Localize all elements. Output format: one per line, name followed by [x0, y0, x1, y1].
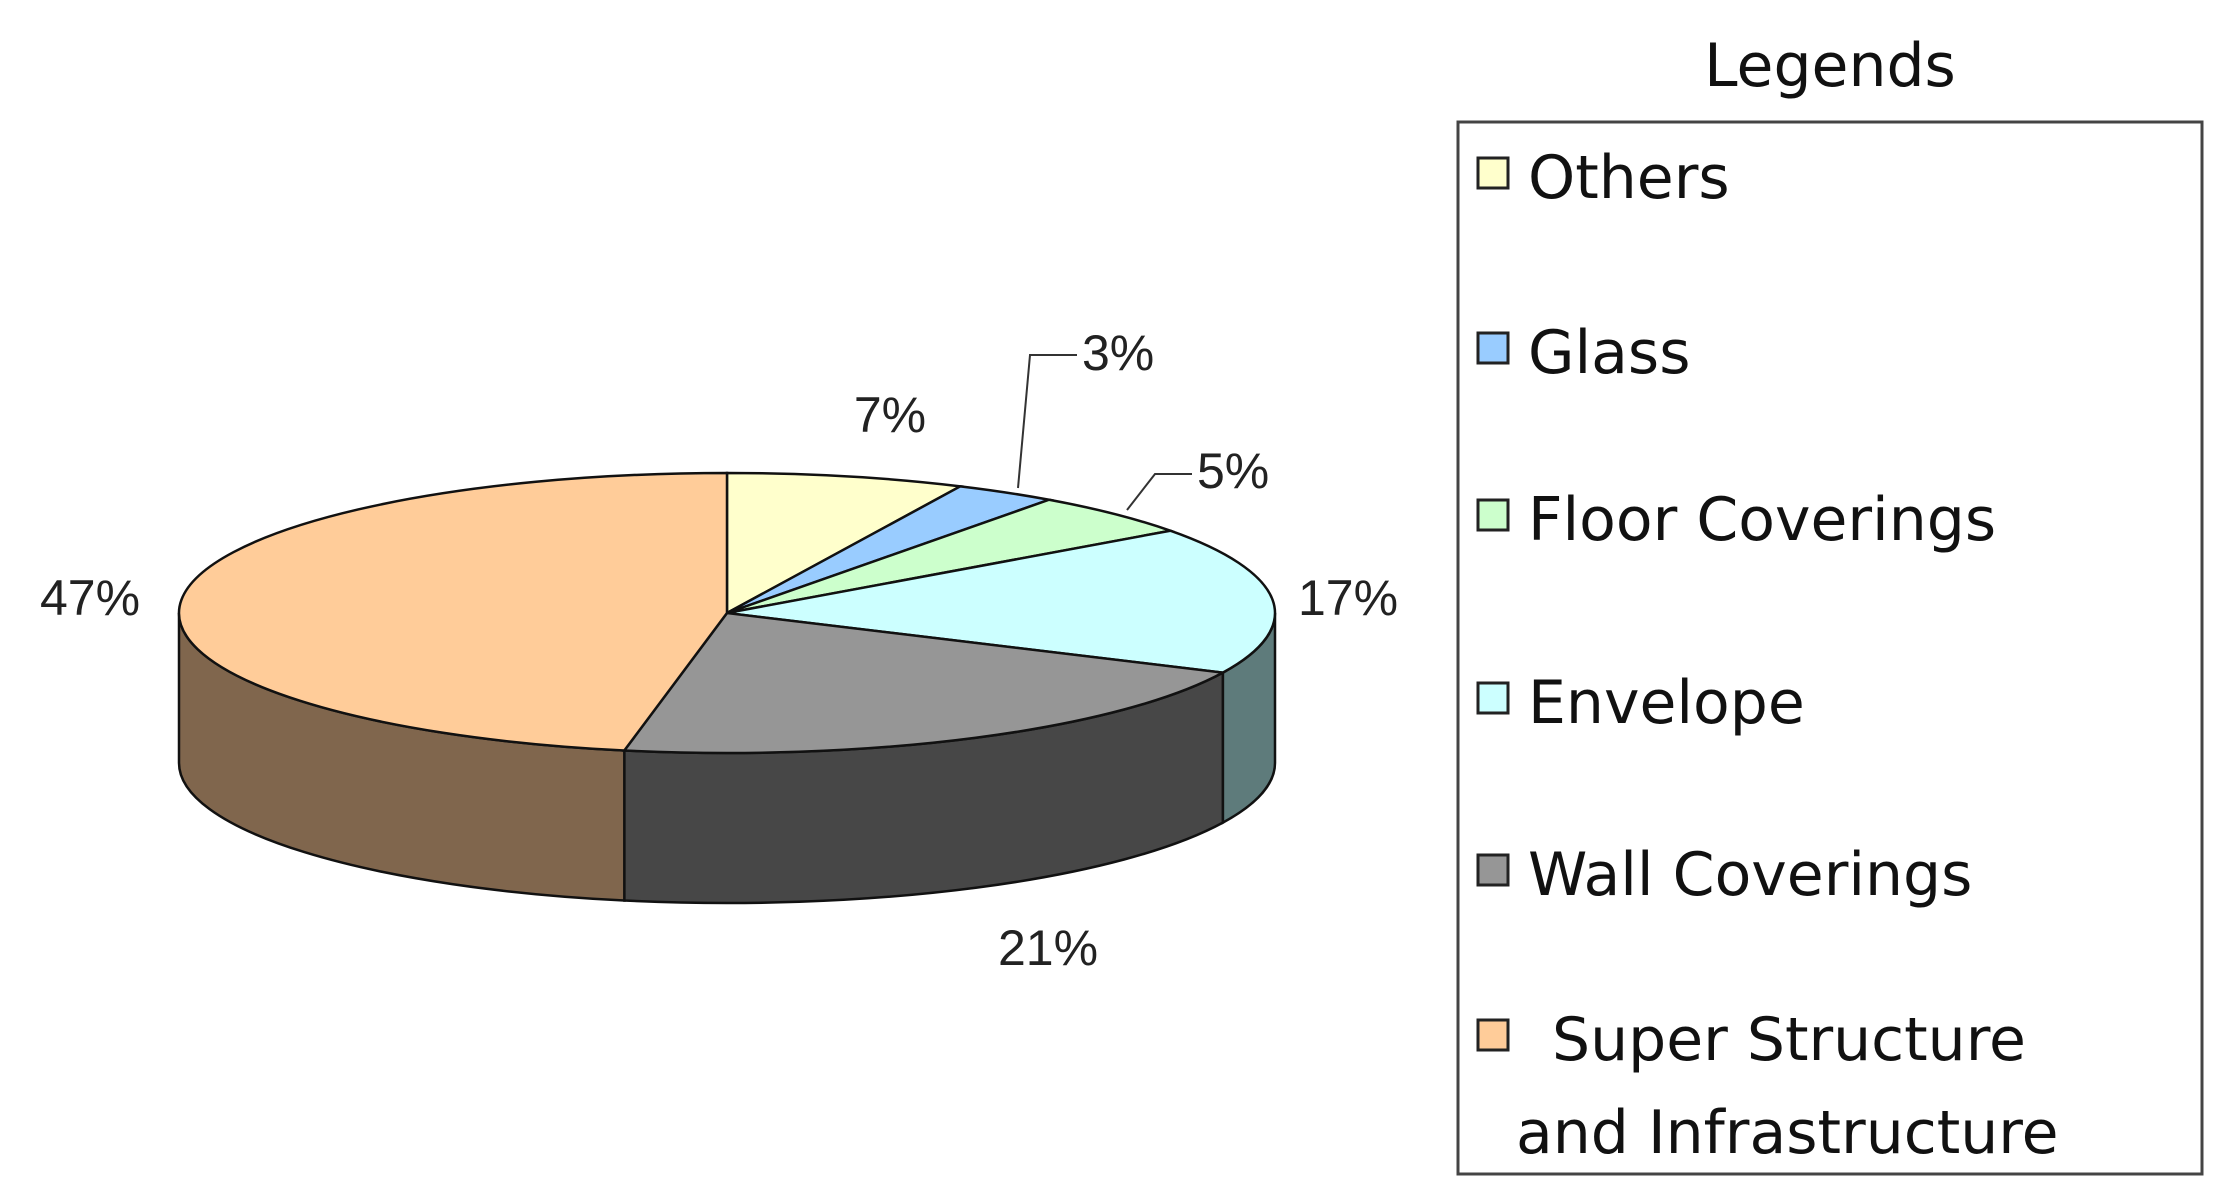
legend-swatch-floor-coverings: [1476, 498, 1510, 532]
legend-item-envelope: Envelope: [1476, 668, 1805, 738]
legend-title: Legends: [1704, 31, 1956, 101]
legend-item-floor-coverings: Floor Coverings: [1476, 485, 1996, 555]
legend-swatch-glass: [1476, 331, 1510, 365]
legend-label-others: Others: [1528, 143, 1730, 213]
pie-label-others: 7%: [854, 387, 926, 443]
pie-slice-others: [725, 471, 965, 616]
legend-label-super-structure-and-infrastructure: Super Structure: [1552, 1005, 2026, 1075]
pie-label-wall-coverings: 21%: [998, 920, 1098, 976]
leader-line-floor-coverings: [1126, 473, 1192, 511]
legend-swatch-envelope: [1476, 681, 1510, 715]
legend-label-floor-coverings: Floor Coverings: [1528, 485, 1996, 555]
legend-label-wall-coverings: Wall Coverings: [1528, 840, 1972, 910]
legend-item-others: Others: [1476, 143, 1730, 213]
pie-leader-lines: [1017, 354, 1192, 511]
pie-label-envelope: 17%: [1298, 570, 1398, 626]
pie-tops: [177, 471, 1277, 755]
pie-label-floor-coverings: 5%: [1197, 443, 1269, 499]
legend-label-envelope: Envelope: [1528, 668, 1805, 738]
legend-item-super-structure-and-infrastructure: Super Structure and Infrastructure: [1476, 1005, 2059, 1168]
legend-box: [1456, 120, 2204, 1176]
pie-slice-super-structure-and-infrastructure: [177, 471, 729, 752]
pie-label-glass: 3%: [1082, 325, 1154, 381]
pie-labels: 7% 3% 5% 17% 21% 47%: [40, 325, 1398, 976]
pie-sides: [177, 612, 1277, 905]
legend-item-wall-coverings: Wall Coverings: [1476, 840, 1972, 910]
legend-swatch-others: [1476, 156, 1510, 190]
pie-slice-wall-coverings: [621, 611, 1227, 755]
legend-swatch-super-structure-and-infrastructure: [1476, 1018, 1510, 1052]
pie-slice-envelope: [726, 529, 1277, 674]
legend-item-glass: Glass: [1476, 318, 1690, 388]
pie-label-super-structure-and-infrastructure: 47%: [40, 570, 140, 626]
legend: Legends Others Glass Floor Coverings Envelo…: [1456, 31, 2204, 1176]
leader-line-glass: [1017, 354, 1077, 489]
legend-swatch-wall-coverings: [1476, 853, 1510, 887]
legend-label-super-structure-and-infrastructure-line2: and Infrastructure: [1516, 1098, 2059, 1168]
legend-label-glass: Glass: [1528, 318, 1690, 388]
